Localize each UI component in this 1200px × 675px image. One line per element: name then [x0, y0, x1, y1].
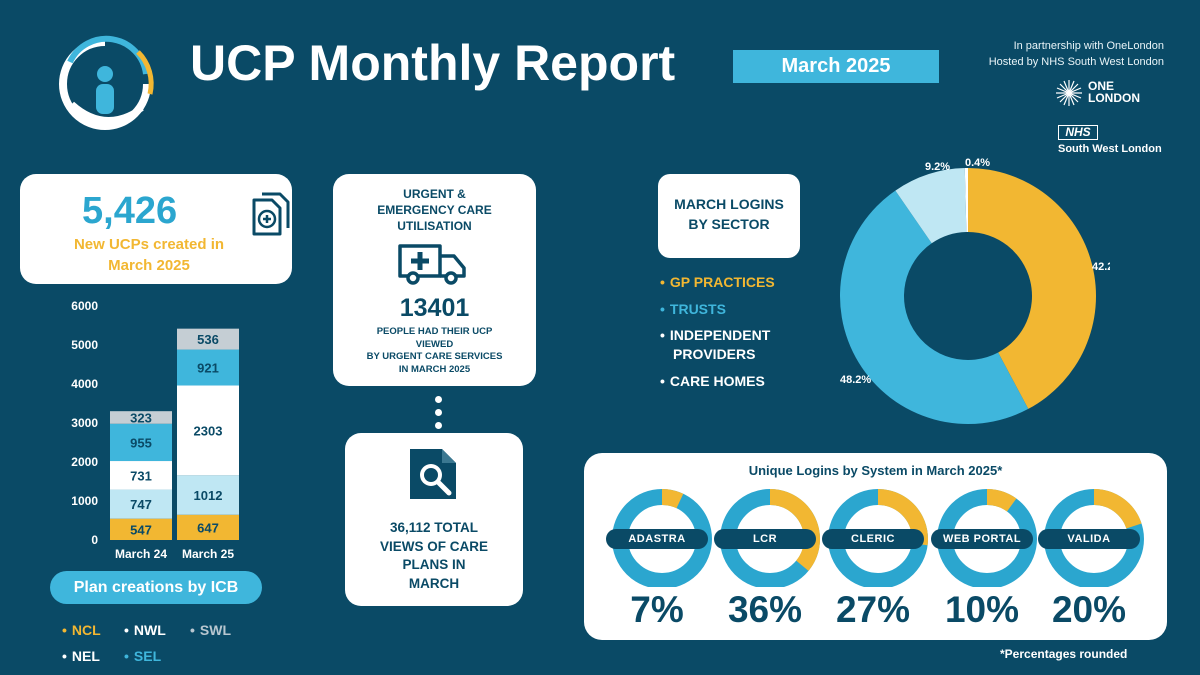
y-tick-label: 0	[91, 533, 98, 547]
donut-slice-care-homes	[964, 168, 968, 233]
donut-value-label: 42.2%	[1092, 261, 1110, 273]
bar-value-label: 536	[197, 332, 219, 347]
system-valida: VALIDA 20%	[1034, 487, 1144, 630]
logins-by-sector-donut-chart: 42.2% 48.2% 9.2% 0.4%	[839, 157, 1110, 425]
bar-value-label: 921	[197, 361, 219, 376]
system-cleric: CLERIC 27%	[818, 487, 928, 630]
donut-slice-trusts	[839, 190, 1029, 425]
systems-title: Unique Logins by System in March 2025*	[748, 463, 1003, 478]
donut-slice-gp-practices	[968, 168, 1096, 409]
bar-segment-sel	[110, 423, 172, 462]
legend-swl: • SWL	[190, 622, 232, 638]
x-category-label: March 25	[182, 547, 234, 561]
urgent-care-card: URGENT & EMERGENCY CARE UTILISATION 1340…	[333, 174, 536, 386]
plan-creations-bar-chart: 0 1000 2000 3000 4000 5000 6000 547 747 731 955 323…	[71, 299, 239, 561]
bar-segment-nwl	[110, 461, 172, 490]
system-percentage: 7%	[630, 589, 684, 630]
system-name-label: CLERIC	[822, 529, 924, 549]
y-tick-label: 1000	[71, 494, 98, 508]
bar-segment-nwl	[177, 385, 239, 476]
bar-value-label: 547	[130, 522, 152, 537]
donut-value-label: 9.2%	[925, 161, 950, 173]
system-donut-share	[661, 489, 684, 509]
onelondon-wordmark: ONE LONDON	[1088, 79, 1140, 105]
percentages-footnote: *Percentages rounded	[1000, 647, 1128, 661]
y-tick-label: 2000	[71, 455, 98, 469]
report-month-badge: March 2025	[733, 50, 939, 83]
system-lcr: LCR 36%	[710, 487, 820, 630]
new-ucps-label: New UCPs created in March 2025	[73, 236, 225, 274]
bar-segment-ncl	[177, 514, 239, 540]
sector-legend-gp: • GP PRACTICES	[660, 274, 775, 290]
y-tick-label: 6000	[71, 299, 98, 313]
plan-creations-title: Plan creations by ICB	[50, 571, 262, 604]
page-title: UCP Monthly Report	[190, 35, 676, 91]
y-tick-label: 3000	[71, 416, 98, 430]
system-adastra: ADASTRA 7%	[602, 487, 712, 630]
connector-dot	[435, 396, 442, 403]
add-document-icon	[252, 192, 290, 236]
system-donut-share	[986, 489, 1017, 512]
care-plan-views-card: 36,112 TOTAL VIEWS OF CARE PLANS IN MARC…	[345, 433, 523, 606]
ucp-logo	[59, 35, 154, 130]
bar-segment-swl	[177, 475, 239, 515]
hosted-text: Hosted by NHS South West London	[988, 56, 1164, 68]
bar-segment-nel	[177, 328, 239, 350]
bar-segment-nel	[110, 411, 172, 424]
bar-value-label: 731	[130, 468, 152, 483]
bar-segment-sel	[177, 349, 239, 386]
bar-value-label: 747	[130, 497, 152, 512]
bar-segment-ncl	[110, 518, 172, 540]
donut-slice-independent-providers	[895, 168, 967, 244]
nhs-logo: NHS	[1058, 125, 1098, 140]
system-percentage: 20%	[1051, 589, 1127, 630]
connector-dot	[435, 422, 442, 429]
sector-legend-care-homes: • CARE HOMES	[660, 373, 765, 389]
sector-legend-trusts: • TRUSTS	[660, 301, 726, 317]
donut-value-label: 48.2%	[840, 374, 871, 386]
logins-by-sector-title: MARCH LOGINS BY SECTOR	[674, 196, 784, 232]
starburst-icon	[1056, 80, 1082, 106]
bar-value-label: 323	[130, 410, 152, 425]
legend-ncl: • NCL	[62, 622, 101, 638]
bar-value-label: 955	[130, 435, 152, 450]
system-percentage: 27%	[835, 589, 911, 630]
care-plan-views-text: 36,112 TOTAL VIEWS OF CARE PLANS IN MARC…	[379, 520, 488, 591]
system-name-label: LCR	[714, 529, 816, 549]
urgent-care-title: URGENT & EMERGENCY CARE UTILISATION	[377, 187, 492, 233]
system-percentage: 36%	[727, 589, 803, 630]
logins-by-sector-card: MARCH LOGINS BY SECTOR	[658, 174, 800, 258]
partnership-text: In partnership with OneLondon	[1013, 40, 1164, 52]
urgent-care-count: 13401	[399, 294, 470, 322]
sector-legend-independent: • INDEPENDENT PROVIDERS	[660, 327, 771, 362]
search-document-icon	[410, 449, 456, 499]
bar-value-label: 2303	[194, 423, 223, 438]
unique-logins-by-system-card: Unique Logins by System in March 2025* A…	[584, 453, 1167, 640]
y-tick-label: 4000	[71, 377, 98, 391]
new-ucps-card: 5,426 New UCPs created in March 2025	[20, 174, 292, 284]
x-category-label: March 24	[115, 547, 167, 561]
bar-value-label: 647	[197, 520, 219, 535]
new-ucps-count: 5,426	[82, 190, 178, 232]
bar-segment-swl	[110, 489, 172, 519]
legend-nel: • NEL	[62, 648, 100, 664]
donut-value-label: 0.4%	[965, 157, 990, 169]
connector-dot	[435, 409, 442, 416]
y-tick-label: 5000	[71, 338, 98, 352]
nhs-region-label: South West London	[1058, 143, 1162, 155]
system-name-label: ADASTRA	[606, 529, 708, 549]
system-donut-share	[769, 489, 820, 571]
system-donut-share	[1093, 489, 1142, 529]
partner-info: In partnership with OneLondon Hosted by …	[989, 38, 1164, 70]
system-name-label: VALIDA	[1038, 529, 1140, 549]
urgent-care-description: PEOPLE HAD THEIR UCP VIEWED BY URGENT CA…	[366, 326, 503, 375]
bar-value-label: 1012	[194, 488, 223, 503]
ambulance-icon	[398, 244, 466, 285]
system-percentage: 10%	[944, 589, 1020, 630]
system-name-label: WEB PORTAL	[931, 529, 1033, 549]
onelondon-logo: ONE LONDON	[1054, 78, 1164, 108]
legend-sel: • SEL	[124, 648, 162, 664]
system-web-portal: WEB PORTAL 10%	[927, 487, 1037, 630]
legend-nwl: • NWL	[124, 622, 166, 638]
